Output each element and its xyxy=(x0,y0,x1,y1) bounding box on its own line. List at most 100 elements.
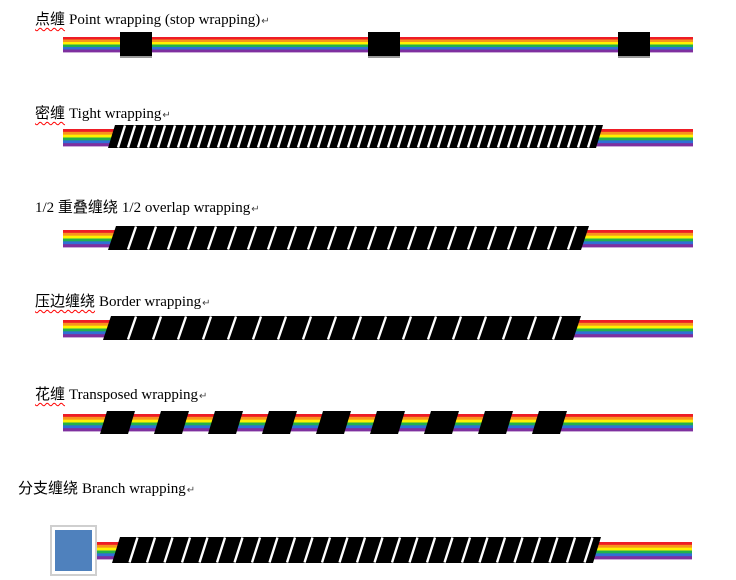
tape-overlap-line xyxy=(496,125,507,148)
tape-overlap-line xyxy=(285,537,297,563)
tape-overlap-line xyxy=(196,125,207,148)
tape-shadow xyxy=(618,56,650,58)
tight-wrapping-label: 密缠 Tight wrapping↵ xyxy=(35,106,171,124)
tape-overlap-line xyxy=(250,537,262,563)
tape-wrap xyxy=(370,411,405,434)
tape-point-wrap xyxy=(368,32,400,56)
tape-wrap xyxy=(316,411,351,434)
label-chinese: 压边缠绕 xyxy=(35,294,96,310)
tape-wrap xyxy=(112,537,601,563)
tape-overlap-line xyxy=(266,226,278,250)
tape-overlap-line xyxy=(416,125,427,148)
overlap-wrapping-cable xyxy=(63,226,693,250)
tape-overlap-line xyxy=(530,537,542,563)
tape-overlap-line xyxy=(326,316,338,340)
tape-overlap-line xyxy=(128,537,139,563)
tape-overlap-line xyxy=(351,316,363,340)
tape-overlap-line xyxy=(583,537,594,563)
tape-overlap-line xyxy=(456,125,467,148)
tape-overlap-line xyxy=(226,226,238,250)
tape-overlap-line xyxy=(476,316,488,340)
border-wrapping-label: 压边缠绕 Border wrapping↵ xyxy=(35,294,210,312)
paragraph-mark-icon: ↵ xyxy=(199,391,208,402)
label-chinese: 花缠 xyxy=(35,387,66,403)
label-chinese: 密缠 xyxy=(35,106,66,122)
tape-overlap-line xyxy=(163,537,174,563)
tape-overlap-line xyxy=(548,537,559,563)
tape-overlap-line xyxy=(486,226,498,250)
point-wrapping-cable xyxy=(63,32,693,58)
tape-overlap-line xyxy=(376,125,387,148)
point-wrapping-label: 点缠 Point wrapping (stop wrapping)↵ xyxy=(35,12,270,30)
tape-overlap-line xyxy=(126,125,137,148)
tape-point-wrap xyxy=(618,32,650,56)
tape-overlap-line xyxy=(556,125,567,148)
label-english: Tight wrapping xyxy=(69,106,162,122)
tape-overlap-line xyxy=(501,316,513,340)
tape-overlap-line xyxy=(406,125,417,148)
tape-overlap-line xyxy=(156,125,167,148)
tape-overlap-line xyxy=(216,125,227,148)
tape-overlap-line xyxy=(176,316,188,340)
tape-overlap-line xyxy=(460,537,472,563)
border-wrapping-cable xyxy=(63,316,693,340)
paragraph-mark-icon: ↵ xyxy=(261,16,270,27)
branch-box xyxy=(55,530,92,571)
tape-overlap-line xyxy=(286,125,297,148)
paragraph-mark-icon: ↵ xyxy=(162,110,171,121)
tape-overlap-line xyxy=(476,125,487,148)
tight-wrapping-cable xyxy=(63,125,693,148)
tape-overlap-line xyxy=(116,125,127,148)
paragraph-mark-icon: ↵ xyxy=(186,485,196,496)
tape-overlap-line xyxy=(366,226,378,250)
tape-overlap-line xyxy=(201,316,213,340)
overlap-wrapping-label: 1/2 重叠缠绕 1/2 overlap wrapping↵ xyxy=(35,200,260,218)
tape-overlap-line xyxy=(443,537,454,563)
tape-overlap-line xyxy=(146,226,158,250)
tape-overlap-line xyxy=(426,125,437,148)
tape-overlap-line xyxy=(526,125,537,148)
tape-overlap-line xyxy=(346,125,357,148)
tape-overlap-line xyxy=(426,226,438,250)
tape-overlap-line xyxy=(276,125,287,148)
tape-overlap-line xyxy=(436,125,447,148)
tape-overlap-line xyxy=(386,125,397,148)
tape-overlap-line xyxy=(566,125,577,148)
tape-overlap-line xyxy=(301,316,313,340)
tape-overlap-line xyxy=(526,226,538,250)
tape-overlap-line xyxy=(151,316,163,340)
tape-overlap-line xyxy=(226,125,237,148)
tape-overlap-line xyxy=(396,125,407,148)
label-english: Transposed wrapping xyxy=(69,387,199,403)
tape-overlap-line xyxy=(276,316,288,340)
tape-overlap-line xyxy=(180,537,192,563)
tape-overlap-line xyxy=(251,316,263,340)
tape-overlap-line xyxy=(366,125,377,148)
tape-overlap-line xyxy=(513,537,524,563)
tape-overlap-line xyxy=(536,125,547,148)
tape-overlap-line xyxy=(495,537,507,563)
tape-overlap-line xyxy=(506,226,518,250)
transposed-wrapping-label: 花缠 Transposed wrapping↵ xyxy=(35,387,207,405)
tape-overlap-line xyxy=(236,125,247,148)
tape-overlap-line xyxy=(126,226,138,250)
tape-overlap-line xyxy=(466,226,478,250)
tape-overlap-line xyxy=(286,226,298,250)
tape-wrap xyxy=(103,316,581,340)
tape-overlap-line xyxy=(246,125,257,148)
tape-overlap-line xyxy=(206,226,218,250)
tape-overlap-line xyxy=(256,125,267,148)
tape-overlap-line xyxy=(306,125,317,148)
tape-overlap-line xyxy=(176,125,187,148)
tape-overlap-line xyxy=(516,125,527,148)
paragraph-mark-icon: ↵ xyxy=(202,298,211,309)
tape-overlap-line xyxy=(336,125,347,148)
tape-overlap-line xyxy=(506,125,517,148)
tape-overlap-line xyxy=(146,125,157,148)
tape-overlap-line xyxy=(126,316,138,340)
tape-overlap-line xyxy=(406,226,418,250)
tape-overlap-line xyxy=(565,537,577,563)
tape-overlap-line xyxy=(268,537,279,563)
